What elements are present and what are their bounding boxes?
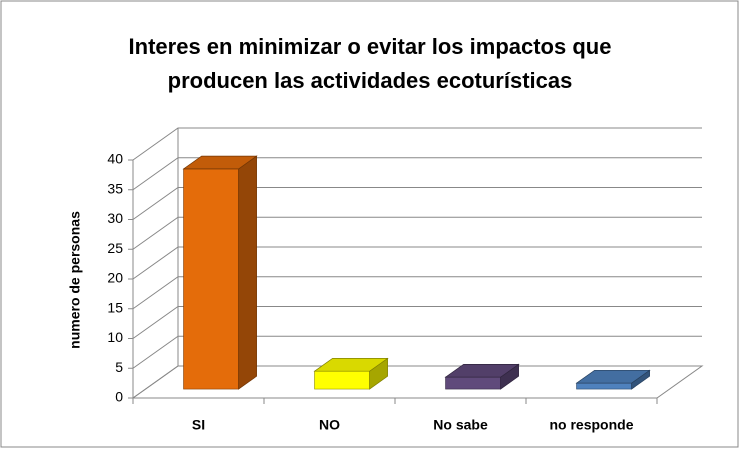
bar-top	[182, 155, 258, 170]
bar-top	[575, 369, 651, 384]
chart-title: Interes en minimizar o evitar los impact…	[129, 34, 612, 59]
bar-top	[444, 363, 520, 378]
y-tick-label: 0	[115, 389, 123, 405]
bar-front	[445, 376, 501, 390]
x-tick-label: SI	[192, 417, 205, 433]
x-tick-label: no responde	[549, 417, 633, 433]
y-tick-label: 5	[115, 359, 123, 375]
y-tick-label: 30	[107, 210, 123, 226]
y-tick-label: 15	[107, 299, 123, 315]
y-axis-title: numero de personas	[67, 211, 83, 349]
bar	[444, 363, 520, 390]
bar-front	[183, 168, 239, 390]
bar-front	[314, 370, 370, 390]
bar-top	[313, 358, 389, 372]
chart-title: producen las actividades ecoturísticas	[168, 68, 573, 93]
bar-front	[576, 382, 632, 390]
x-tick-label: NO	[319, 417, 340, 433]
y-tick-label: 20	[107, 270, 123, 286]
floor	[131, 365, 704, 399]
bar-side	[238, 155, 257, 390]
y-tick-label: 25	[107, 240, 123, 256]
bar	[313, 357, 389, 390]
y-tick-label: 35	[107, 180, 123, 196]
x-tick-label: No sabe	[433, 417, 488, 433]
y-tick-label: 10	[107, 329, 123, 345]
bar	[575, 369, 651, 390]
y-tick-label: 40	[107, 151, 123, 167]
bar	[182, 155, 258, 390]
